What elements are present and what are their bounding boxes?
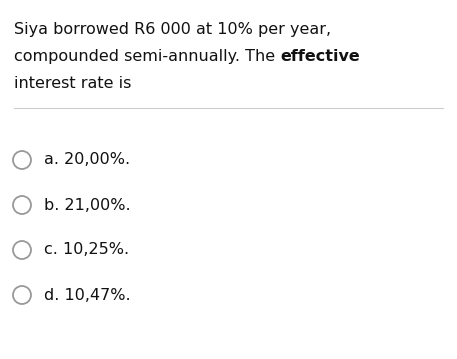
Text: Siya borrowed R6 000 at 10% per year,: Siya borrowed R6 000 at 10% per year,	[14, 22, 331, 37]
Text: compounded semi-annually. The: compounded semi-annually. The	[14, 49, 280, 64]
Text: a. 20,00%.: a. 20,00%.	[44, 153, 130, 168]
Text: effective: effective	[280, 49, 360, 64]
Text: d. 10,47%.: d. 10,47%.	[44, 288, 131, 303]
Text: b. 21,00%.: b. 21,00%.	[44, 197, 131, 213]
Text: c. 10,25%.: c. 10,25%.	[44, 242, 129, 257]
Text: interest rate is: interest rate is	[14, 76, 131, 91]
